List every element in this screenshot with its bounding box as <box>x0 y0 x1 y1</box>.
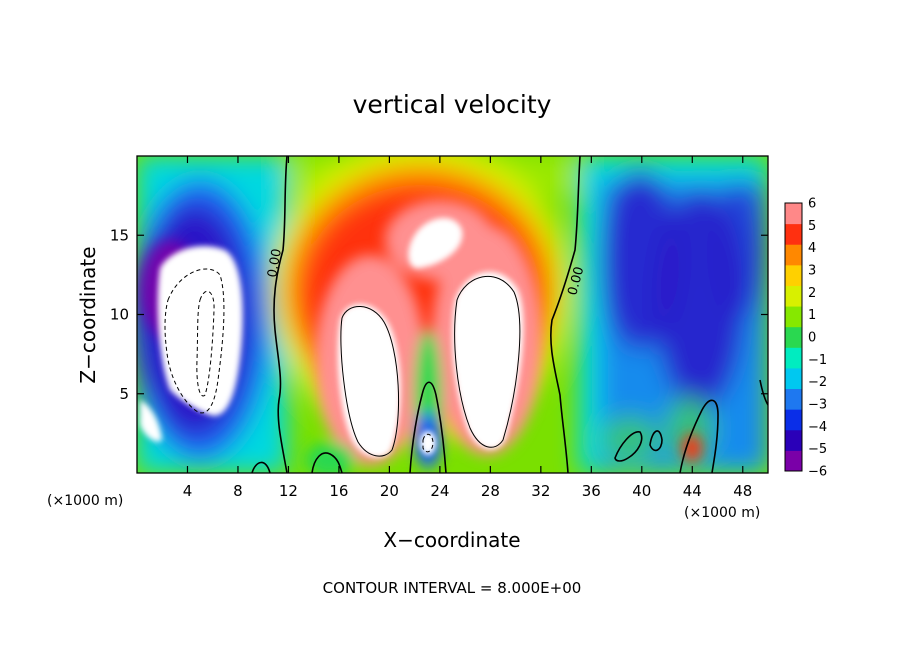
zero-contour-right-3 <box>649 430 663 452</box>
colorbar-swatch <box>785 326 802 348</box>
contour-label-left: 0.00 <box>265 248 285 279</box>
x-axis-label: X−coordinate <box>383 528 520 552</box>
colorbar-tick-label: −5 <box>808 442 827 457</box>
colorbar: 6 5 4 3 2 1 0 −1 −2 −3 −4 −5 −6 <box>784 197 827 480</box>
field-right-low-green <box>600 415 660 465</box>
y-axis-label: Z−coordinate <box>76 246 100 383</box>
contour-interval-text: CONTOUR INTERVAL = 8.000E+00 <box>323 579 582 597</box>
colorbar-swatch <box>785 244 802 266</box>
colorbar-tick-label: −3 <box>808 398 827 413</box>
x-unit-left: (×1000 m) <box>47 493 123 509</box>
colorbar-swatch <box>785 264 802 286</box>
field-base-green-left <box>305 442 355 473</box>
colorbar-swatch <box>785 306 802 328</box>
colorbar-swatch <box>785 223 802 245</box>
x-tick-label: 28 <box>481 482 500 500</box>
colorbar-tick-label: 0 <box>808 331 816 346</box>
x-axis: 4 8 12 16 20 24 28 32 36 40 44 48 <box>183 156 752 500</box>
colorbar-tick-label: −6 <box>808 465 827 480</box>
colorbar-swatch <box>785 285 802 307</box>
x-unit-right: (×1000 m) <box>684 505 760 521</box>
field-left-downdraft-white <box>157 246 243 416</box>
x-tick-label: 48 <box>733 482 752 500</box>
field-right-dark-3 <box>715 180 765 320</box>
negative-contour-left-inner <box>196 290 215 397</box>
zero-contour-right-edge <box>759 379 768 406</box>
colorbar-tick-label: −2 <box>808 375 827 390</box>
y-tick-label: 10 <box>110 306 129 324</box>
y-tick-label: 5 <box>119 385 129 403</box>
field-right-red-spot <box>682 434 702 462</box>
x-tick-label: 44 <box>683 482 702 500</box>
zero-contour-right-2 <box>679 399 719 473</box>
colorbar-tick-label: 5 <box>808 219 816 234</box>
colorbar-tick-label: −1 <box>808 353 827 368</box>
colorbar-swatch <box>785 388 802 410</box>
zero-contour-left <box>273 156 288 473</box>
field-left-updraft-core <box>337 303 401 458</box>
field-right-updraft-core <box>452 271 524 450</box>
colorbar-tick-label: 2 <box>808 286 816 301</box>
zero-contour-right-1 <box>614 431 643 462</box>
field-top-white <box>408 218 463 269</box>
x-tick-label: 12 <box>279 482 298 500</box>
chart-title: vertical velocity <box>353 90 552 119</box>
contour-lines <box>164 156 768 473</box>
colorbar-tick-label: 1 <box>808 308 816 323</box>
colorbar-swatch <box>785 347 802 369</box>
x-tick-label: 32 <box>531 482 550 500</box>
x-tick-label: 20 <box>380 482 399 500</box>
negative-contour-left-outer <box>164 268 225 414</box>
x-tick-label: 36 <box>582 482 601 500</box>
colorbar-swatch <box>785 203 802 225</box>
x-tick-label: 16 <box>329 482 348 500</box>
x-tick-label: 4 <box>183 482 193 500</box>
colorbar-swatch <box>785 367 802 390</box>
positive-contour-left <box>340 306 400 457</box>
colorbar-swatch <box>785 429 802 451</box>
x-tick-label: 40 <box>632 482 651 500</box>
colorbar-tick-label: −4 <box>808 420 827 435</box>
heatmap-field <box>137 156 768 473</box>
colorbar-frame <box>784 202 803 472</box>
zero-contour-base-1 <box>311 452 343 473</box>
colorbar-tick-label: 3 <box>808 264 816 279</box>
positive-contour-right <box>454 275 521 448</box>
y-tick-label: 15 <box>110 226 129 244</box>
field-right-low-green-2 <box>665 395 715 465</box>
x-tick-label: 8 <box>233 482 243 500</box>
colorbar-swatch <box>785 450 802 472</box>
y-axis: 5 10 15 <box>110 226 768 403</box>
contour-label-right: 0.00 <box>565 265 587 297</box>
zero-contour-gap <box>409 381 447 473</box>
x-tick-label: 24 <box>430 482 449 500</box>
zero-contour-right <box>550 156 581 473</box>
colorbar-swatch <box>785 409 802 431</box>
zero-contour-base-2 <box>251 461 271 473</box>
colorbar-tick-label: 6 <box>808 197 816 212</box>
colorbar-tick-label: 4 <box>808 241 816 256</box>
field-left-edge-white <box>140 400 162 442</box>
